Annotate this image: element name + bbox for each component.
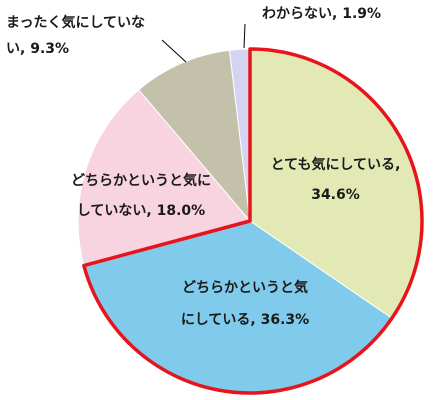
value-label: 18.0% xyxy=(156,203,206,219)
separator: , xyxy=(146,203,157,219)
data-label: わからない, 1.9% xyxy=(262,4,422,24)
separator: , xyxy=(250,312,261,328)
value-label: 36.3% xyxy=(260,312,310,328)
value-label: 9.3% xyxy=(30,41,70,57)
category: まったく気にしていない xyxy=(6,15,146,57)
data-label: どちらかというと気にしていない, 18.0% xyxy=(70,166,212,226)
separator: , xyxy=(332,6,343,22)
highlight-outline xyxy=(82,47,424,395)
data-label: まったく気にしていない, 9.3% xyxy=(6,10,156,62)
separator: , xyxy=(20,41,31,57)
category: とても気にしている xyxy=(270,157,396,173)
pie-slice xyxy=(138,49,251,223)
category: どちらかというと気にしていない xyxy=(71,173,211,219)
data-label: とても気にしている, 34.6% xyxy=(268,150,403,210)
separator: , xyxy=(395,157,406,173)
leader-line xyxy=(161,39,187,63)
category: どちらかというと気にしている xyxy=(180,280,308,328)
leader-line xyxy=(243,23,246,49)
value-label: 1.9% xyxy=(342,6,382,22)
slices xyxy=(77,48,423,394)
pie-slice xyxy=(77,89,251,267)
category: わからない xyxy=(262,6,332,22)
data-label: どちらかというと気にしている, 36.3% xyxy=(180,272,310,336)
value-label: 34.6% xyxy=(311,187,360,203)
